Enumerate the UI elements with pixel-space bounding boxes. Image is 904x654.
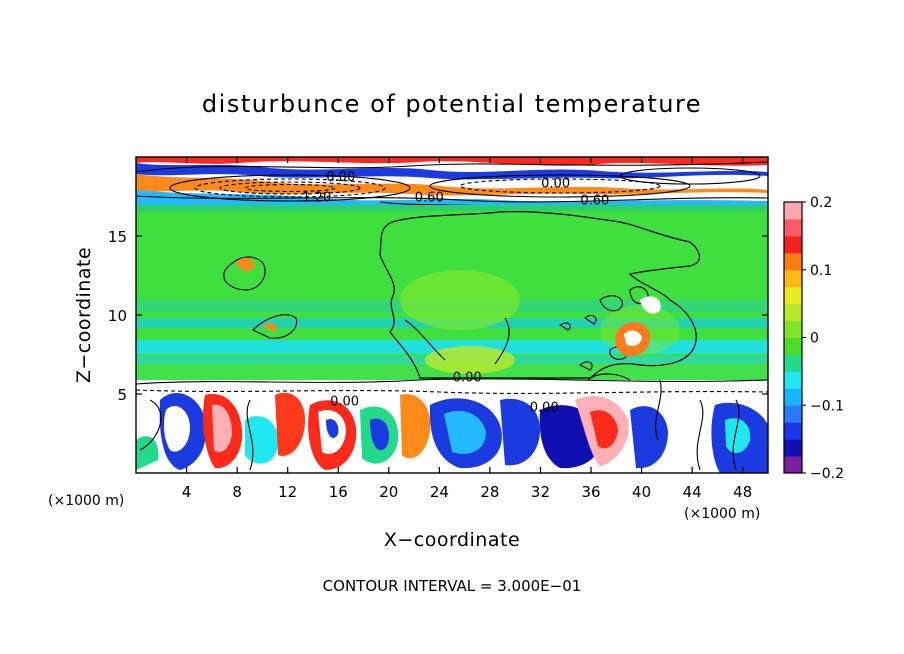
colorbar-segment [784, 456, 802, 474]
colorbar-segment [784, 354, 802, 372]
y-tick-label: 5 [117, 386, 127, 404]
y-axis: 5 10 15 [108, 228, 768, 404]
colorbar-tick-label: 0 [810, 331, 819, 347]
mid-band [136, 205, 768, 380]
contour-label: 0.60 [580, 194, 609, 209]
colorbar-segment [784, 320, 802, 338]
colorbar: 0.2 0.1 0 −0.1 −0.2 [783, 195, 844, 482]
contour-labels: 0.00 0.00 0.60 0.60 1.20 0.00 0.00 0.00 [302, 170, 609, 416]
x-tick-label: 28 [480, 483, 499, 501]
chart-title: disturbunce of potential temperature [202, 90, 702, 118]
x-unit-left: (×1000 m) [48, 493, 124, 509]
colorbar-segment [784, 337, 802, 355]
x-unit-right: (×1000 m) [684, 506, 760, 522]
lower-band [136, 373, 768, 473]
colorbar-segment [784, 405, 802, 423]
colorbar-segment [784, 252, 802, 271]
y-tick-label: 10 [108, 307, 127, 325]
y-tick-label: 15 [108, 228, 127, 246]
colorbar-tick-label: −0.2 [810, 466, 844, 482]
upper-band [136, 157, 768, 209]
colorbar-segment [784, 235, 802, 254]
contour-label: 0.00 [530, 401, 559, 416]
colorbar-tick-label: 0.1 [810, 263, 832, 279]
x-tick-label: 4 [182, 483, 192, 501]
colorbar-segment [784, 202, 802, 220]
colorbar-segment [784, 371, 802, 389]
contour-label: 0.00 [330, 394, 359, 409]
x-tick-label: 12 [278, 483, 297, 501]
x-tick-label: 44 [683, 483, 702, 501]
colorbar-segment [784, 286, 802, 305]
colorbar-tick-label: −0.1 [810, 398, 844, 414]
y-axis-title: Z−coordinate [73, 247, 95, 383]
colorbar-segment [784, 303, 802, 322]
contour-label: 0.60 [415, 191, 444, 206]
colorbar-segment [784, 218, 802, 237]
x-tick-label: 36 [581, 483, 600, 501]
colorbar-segment [784, 388, 802, 406]
contour-label: 0.00 [453, 371, 482, 386]
contour-interval-note: CONTOUR INTERVAL = 3.000E−01 [323, 577, 582, 595]
x-tick-label: 8 [232, 483, 242, 501]
x-tick-label: 24 [430, 483, 449, 501]
x-tick-label: 32 [531, 483, 550, 501]
contour-label: 1.20 [302, 191, 331, 206]
contour-label: 0.00 [326, 170, 355, 185]
x-axis-title: X−coordinate [384, 529, 520, 551]
plot-area [136, 157, 768, 473]
colorbar-segment [784, 439, 802, 457]
contour-label: 0.00 [541, 176, 570, 191]
x-tick-label: 48 [733, 483, 752, 501]
colorbar-segment [784, 422, 802, 440]
x-tick-label: 20 [379, 483, 398, 501]
colorbar-tick-label: 0.2 [810, 195, 832, 211]
x-tick-label: 16 [329, 483, 348, 501]
x-tick-label: 40 [632, 483, 651, 501]
colorbar-segment [784, 269, 802, 288]
x-axis: 4 8 12 16 20 24 28 32 36 40 44 48 [182, 157, 752, 501]
